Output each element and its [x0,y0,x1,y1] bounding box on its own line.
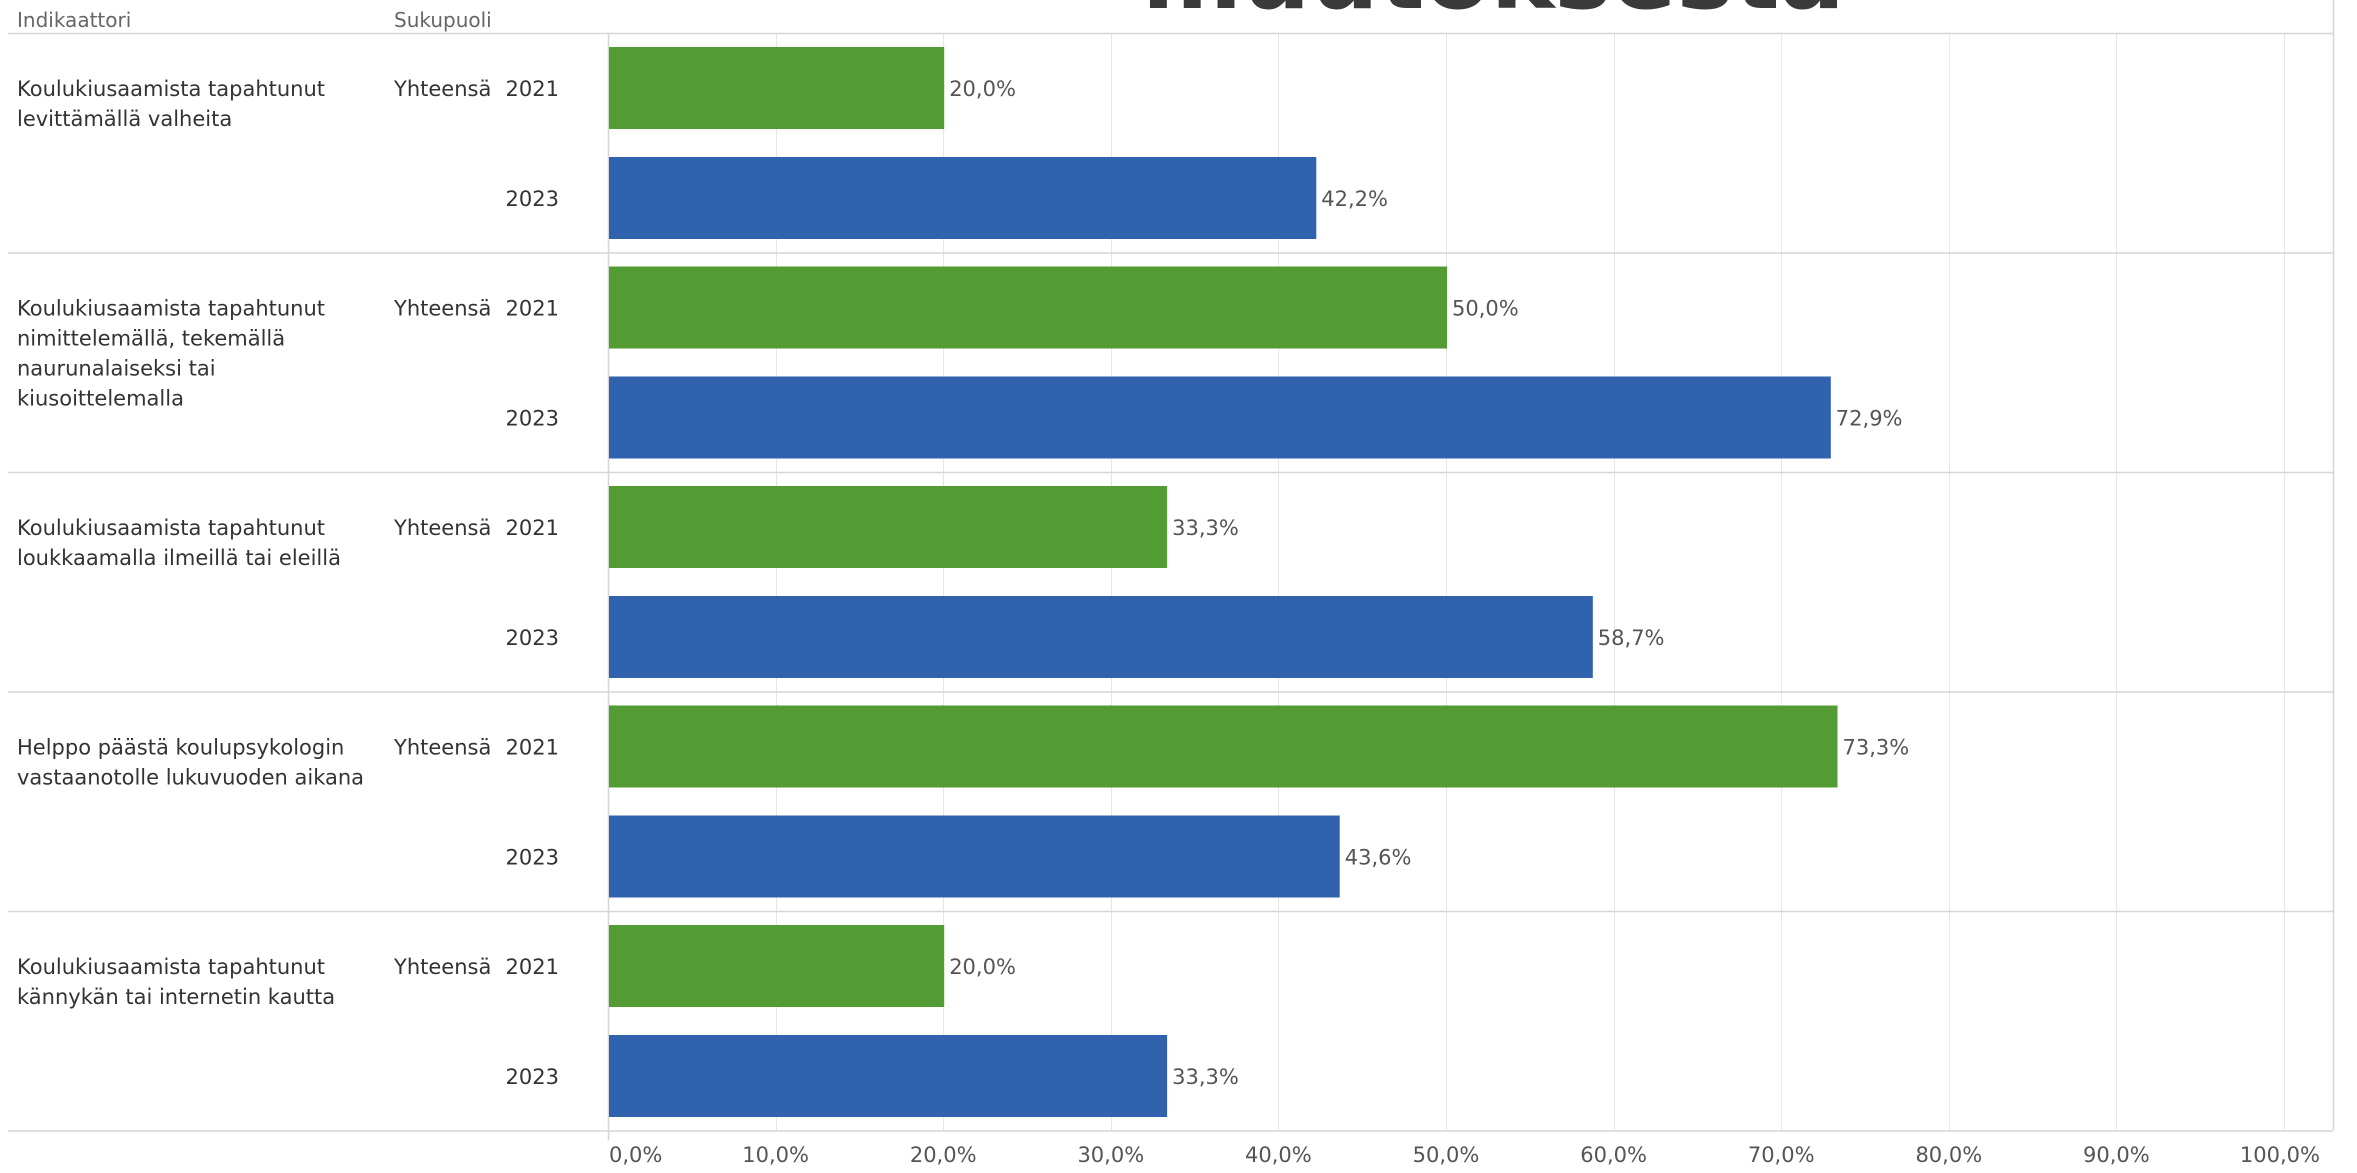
x-tick-label: 0,0% [609,1143,662,1167]
x-tick-label: 100,0% [2240,1143,2320,1167]
sex-label: Yhteensä [393,736,491,760]
data-label: 42,2% [1321,187,1388,211]
x-tick-label: 90,0% [2083,1143,2150,1167]
bar-2021 [609,486,1168,568]
data-label: 43,6% [1345,846,1412,870]
x-tick-label: 60,0% [1580,1143,1647,1167]
bar-2023 [609,157,1317,239]
year-label: 2023 [506,846,559,870]
x-axis: 0,0% 10,0% 20,0% 30,0% 40,0% 50,0% 60,0% 70,0% 8… [609,1143,2320,1167]
year-label: 2023 [506,407,559,431]
indicator-label: Helppo päästä koulupsykologin vastaanotol… [17,736,364,790]
bar-2021 [609,47,945,129]
sex-label: Yhteensä [393,297,491,321]
indicator-group: Koulukiusaamista tapahtunut levittämällä … [8,32,2333,239]
data-label: 50,0% [1452,297,1519,321]
bar-2021 [609,705,1838,788]
indicator-label: Koulukiusaamista tapahtunut loukkaamalla … [17,516,341,570]
year-label: 2023 [506,1065,559,1089]
data-label: 73,3% [1843,736,1910,760]
indicator-column-header: Indikaattori [17,8,131,32]
indicator-group: Koulukiusaamista tapahtunut nimittelemäll… [8,252,2333,459]
year-label: 2021 [506,955,559,979]
year-label: 2021 [506,297,559,321]
year-label: 2021 [506,516,559,540]
sex-column-header: Sukupuoli [394,8,492,32]
x-tick-label: 50,0% [1413,1143,1480,1167]
x-tick-label: 30,0% [1077,1143,1144,1167]
bar-2023 [609,596,1593,678]
data-label: 20,0% [949,955,1016,979]
overlay-title: muutoksesta [1142,0,1844,31]
bar-2021 [609,925,945,1007]
year-label: 2021 [506,77,559,101]
year-label: 2023 [506,187,559,211]
indicator-label: Koulukiusaamista tapahtunut kännykän tai … [17,955,335,1009]
bar-2023 [609,1035,1168,1117]
bar-2023 [609,815,1340,898]
x-tick-label: 80,0% [1915,1143,1982,1167]
data-label: 58,7% [1598,626,1665,650]
sex-label: Yhteensä [393,516,491,540]
x-tick-label: 40,0% [1245,1143,1312,1167]
year-label: 2023 [506,626,559,650]
bar-2023 [609,376,1831,459]
sex-label: Yhteensä [393,955,491,979]
x-tick-label: 20,0% [910,1143,977,1167]
x-tick-label: 10,0% [742,1143,809,1167]
year-label: 2021 [506,736,559,760]
indicator-group: Helppo päästä koulupsykologin vastaanotol… [8,691,2333,898]
sex-label: Yhteensä [393,77,491,101]
indicator-label: Koulukiusaamista tapahtunut levittämällä … [17,77,325,131]
data-label: 33,3% [1172,1065,1239,1089]
indicator-label: Koulukiusaamista tapahtunut nimittelemäll… [17,297,325,411]
data-label: 72,9% [1836,407,1903,431]
bar-2021 [609,266,1447,349]
indicator-group: Koulukiusaamista tapahtunut loukkaamalla … [8,471,2333,678]
x-tick-label: 70,0% [1748,1143,1815,1167]
data-label: 20,0% [949,77,1016,101]
data-label: 33,3% [1172,516,1239,540]
indicator-group: Koulukiusaamista tapahtunut kännykän tai … [8,910,2333,1117]
chart-rows: Koulukiusaamista tapahtunut levittämällä … [8,32,2333,1132]
